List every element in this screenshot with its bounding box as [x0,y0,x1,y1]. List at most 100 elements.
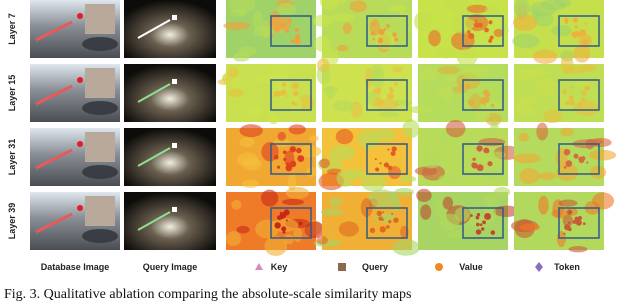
hot-spot [387,165,393,171]
image-grid [30,0,617,256]
hot-spot [383,162,390,168]
map-blob [461,65,489,80]
query-image [124,128,216,186]
map-blob [319,158,330,169]
similarity-map [312,0,412,67]
key-icon [255,263,263,270]
query-box [270,15,312,47]
hot-spot [563,232,566,235]
map-blob [329,197,342,208]
hot-spot [294,37,301,45]
hot-spot [282,22,287,27]
map-blob [335,129,354,145]
map-blob [314,35,332,53]
map-blob [392,239,421,256]
map-blob [229,9,247,17]
hot-spot [297,155,305,162]
map-blob [531,8,541,20]
hot-spot [586,161,589,164]
map-blob [514,0,530,18]
map-blob [442,86,453,101]
hot-spot [381,211,385,214]
map-blob [519,168,540,184]
map-blob [231,199,242,210]
similarity-map [514,54,604,123]
map-blob [342,22,352,34]
hot-spot [281,226,287,232]
query-box [270,79,312,111]
building [85,196,115,226]
hot-spot [379,226,386,233]
query-image [124,64,216,122]
map-blob [370,64,384,78]
building [85,68,115,98]
map-blob [490,120,499,140]
map-blob [264,236,288,256]
hot-spot [276,23,283,29]
query-box [270,143,312,175]
hot-spot [480,227,485,231]
map-blob [518,132,529,142]
map-blob [287,173,297,191]
map-blob [560,127,574,137]
hot-spot [573,153,579,159]
hot-spot [584,85,591,91]
point [172,79,177,84]
hot-spot [490,230,496,235]
map-blob [260,189,279,207]
row-label: Layer 39 [7,203,17,240]
hot-spot [488,38,493,43]
arrow [35,148,73,170]
hot-spot [376,98,384,106]
map-blob [326,85,335,100]
map-blob [336,44,349,52]
hot-spot [472,27,475,30]
map-blob [536,122,549,141]
arrow [137,83,171,103]
hot-spot [386,23,390,28]
hot-spot [391,146,397,152]
map-blob [245,104,263,118]
hot-spot [581,90,587,96]
map-blob [304,221,325,239]
hot-spot [388,219,392,224]
hot-spot [577,215,583,221]
map-blob [485,4,501,17]
hot-spot [379,162,382,165]
map-blob [252,10,263,30]
map-blob [419,66,430,81]
map-blob [456,48,478,67]
hot-spot [282,230,286,234]
point [77,141,83,147]
map-blob [277,131,287,141]
map-blob [538,195,549,215]
car [82,229,118,243]
query-box [558,207,600,239]
map-blob [590,165,607,180]
map-blob [444,74,457,83]
query-box [270,207,312,239]
similarity-map [407,64,508,126]
map-blob [349,0,368,13]
labels: Layer 7 Layer 15 Layer 31 Layer 39 Database … [7,13,580,272]
hot-spot [273,91,279,97]
hot-spot [280,89,287,96]
arrow [35,84,73,106]
map-blob [242,179,259,188]
hot-spot [292,90,299,97]
map-blob [442,196,454,210]
query-box [558,79,600,111]
map-blob [387,191,397,201]
query-box [366,207,408,239]
query-icon [338,263,346,271]
map-blob [428,29,441,47]
map-blob [288,124,306,135]
hot-spot [467,30,471,34]
map-blob [336,169,355,187]
point [77,205,83,211]
query-image [124,0,216,58]
map-blob [317,58,330,73]
map-blob [440,213,460,231]
hot-spot [294,27,300,33]
